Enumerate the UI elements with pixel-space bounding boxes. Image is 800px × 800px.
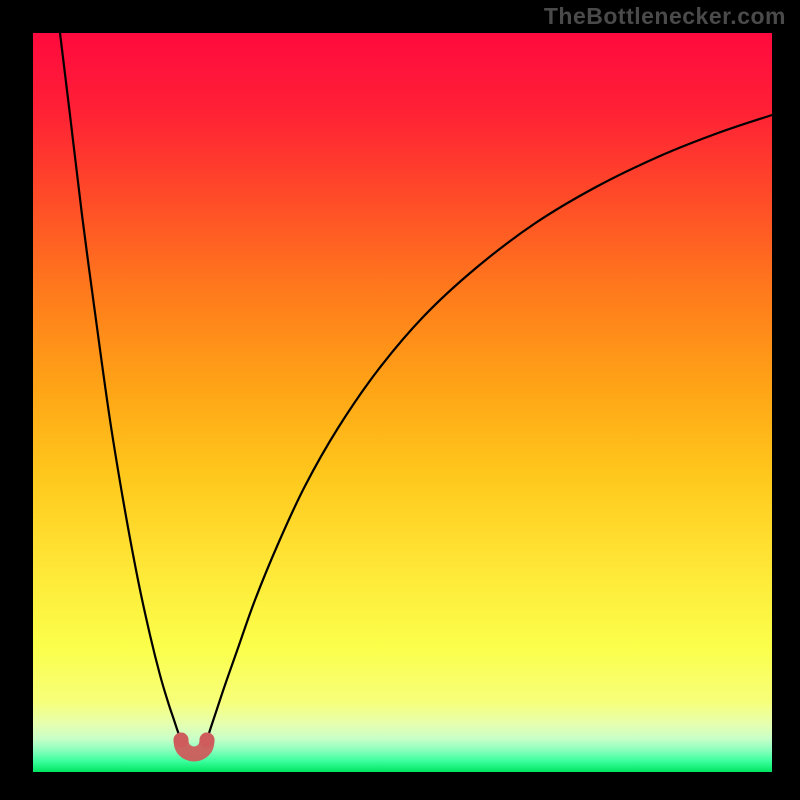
curves-layer: [33, 33, 772, 772]
plot-area: [33, 33, 772, 772]
left-curve: [60, 33, 181, 740]
root-container: { "canvas": { "width": 800, "height": 80…: [0, 0, 800, 800]
valley-marker: [174, 733, 215, 755]
attribution-text: TheBottlenecker.com: [544, 3, 786, 30]
right-curve: [207, 115, 772, 740]
